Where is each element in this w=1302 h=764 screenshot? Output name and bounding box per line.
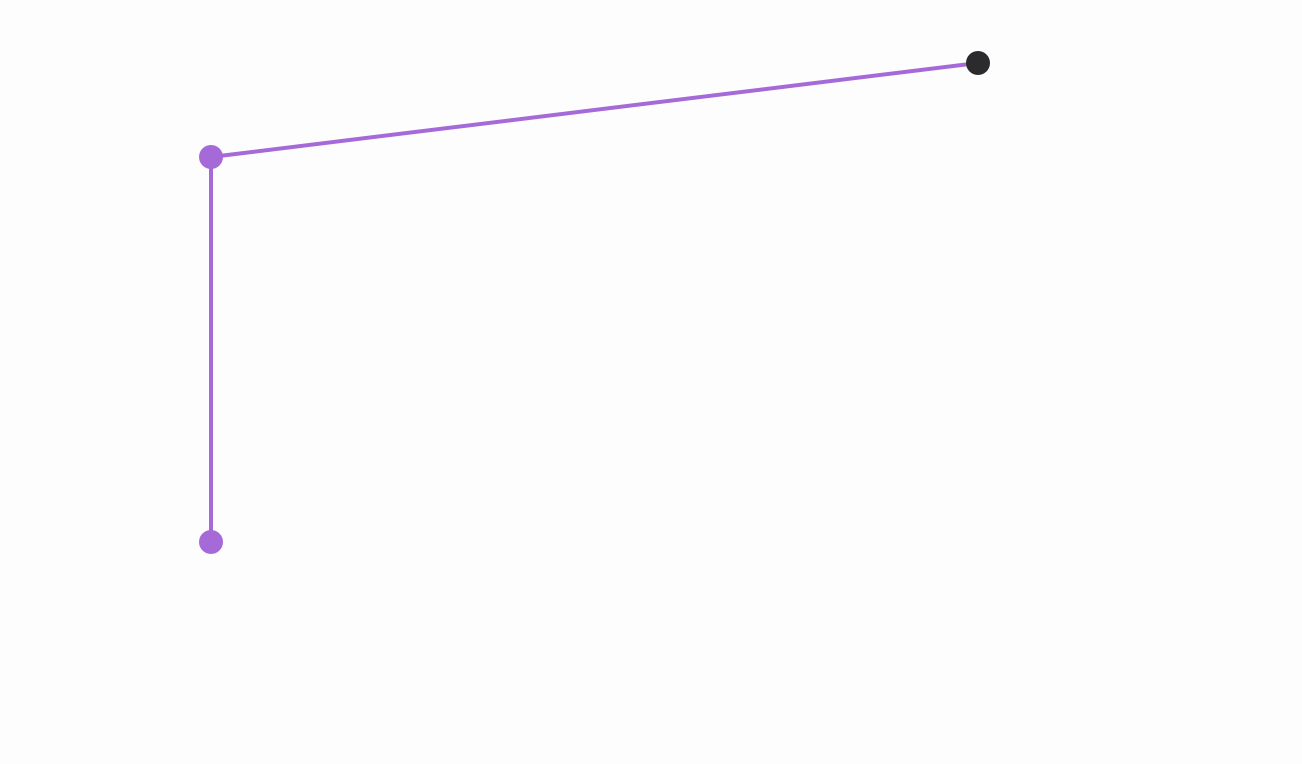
node-bottom[interactable] xyxy=(199,530,223,554)
edges-layer xyxy=(209,61,980,544)
node-corner[interactable] xyxy=(199,145,223,169)
nodes-layer xyxy=(199,51,990,554)
edge-diagonal[interactable] xyxy=(209,61,980,159)
node-cursor[interactable] xyxy=(966,51,990,75)
